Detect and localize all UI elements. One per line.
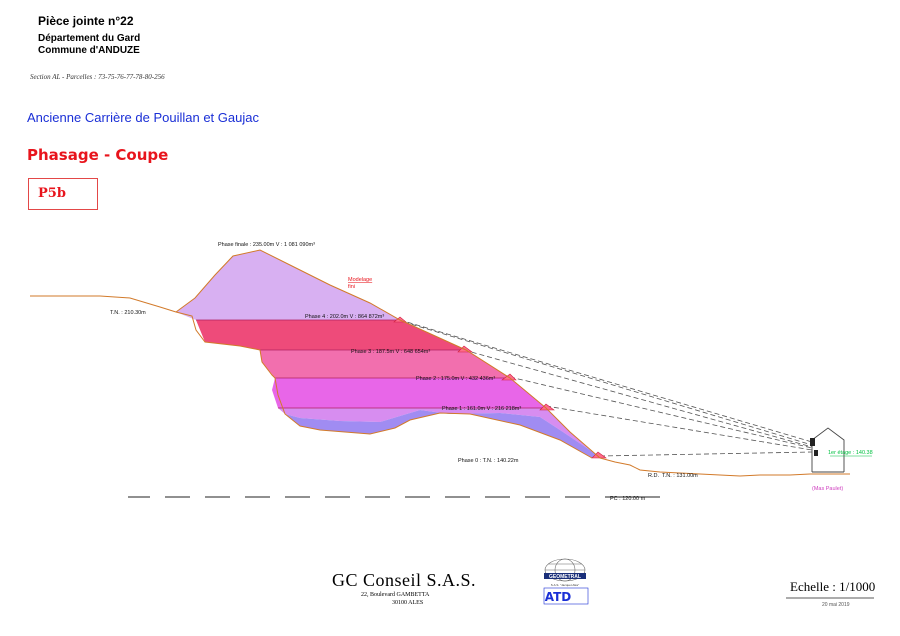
phase-0-label: Phase 0 : T.N. : 140.22m <box>458 458 519 464</box>
tn-left-label: T.N. : 210.30m <box>110 310 146 316</box>
echelle-label: Echelle : 1/1000 <box>790 579 876 594</box>
code-box <box>28 178 98 210</box>
phase-boundaries <box>196 319 546 409</box>
phase-finale-label: Phase finale : 235.00m V : 1 081 090m³ <box>218 242 315 248</box>
phase-0-area <box>285 410 600 458</box>
logo-atd-text: ATD <box>545 590 572 604</box>
natural-terrain-right <box>599 457 850 477</box>
final-slope-contour <box>175 249 601 459</box>
date-label: 20 mai 2019 <box>822 602 850 608</box>
natural-terrain-left <box>30 295 593 459</box>
company-name: GC Conseil S.A.S. <box>332 570 477 590</box>
tn-right-label: T.N. : 131.00m <box>662 473 698 479</box>
mas-paulet-label: (Mas Paulet) <box>812 486 843 492</box>
section-parcelles: Section AL - Parcelles : 73-75-76-77-78-… <box>30 73 165 81</box>
floor-level-label: 1er étage : 140.38 <box>828 450 873 456</box>
page-title: Phasage - Coupe <box>27 146 169 164</box>
site-name: Ancienne Carrière de Pouillan et Gaujac <box>27 110 259 125</box>
logo-sub-text: S.A.S. "Jacquet Alès" <box>551 583 579 587</box>
company-address: 22, Boulevard GAMBETTA <box>361 592 430 598</box>
pc-label: PC : 120.00 m <box>610 496 646 502</box>
rd-label: R.D. <box>648 473 659 479</box>
modelage-fini-label: fini <box>348 284 355 290</box>
commune-label: Commune d'ANDUZE <box>38 45 140 56</box>
phase-4-area <box>196 320 466 350</box>
phase-3-label: Phase 3 : 187.5m V : 648 654m³ <box>351 349 430 355</box>
modelage-label: Modelage <box>348 277 372 283</box>
sight-lines <box>399 319 813 457</box>
phase-2-area <box>272 378 546 408</box>
piece-jointe-label: Pièce jointe n°22 <box>38 14 134 28</box>
phase-4-label: Phase 4 : 202.0m V : 864 872m³ <box>305 314 384 320</box>
phase-1-label: Phase 1 : 161.0m V : 216 218m³ <box>442 406 521 412</box>
phase-2-label: Phase 2 : 175.0m V : 432 436m³ <box>416 376 495 382</box>
phase-3-area <box>260 350 510 378</box>
phase-finale-area <box>176 250 400 320</box>
departement-label: Département du Gard <box>38 33 141 44</box>
geometral-logo: GEOMETRAL S.A.S. "Jacquet Alès" ATD <box>543 558 589 605</box>
viewer-marker <box>810 438 818 456</box>
logo-geometral-text: GEOMETRAL <box>549 574 581 580</box>
house-outline <box>811 427 845 473</box>
phase-1-area <box>278 408 590 450</box>
company-city: 30100 ALES <box>392 600 424 606</box>
code-label: P5b <box>38 186 66 201</box>
